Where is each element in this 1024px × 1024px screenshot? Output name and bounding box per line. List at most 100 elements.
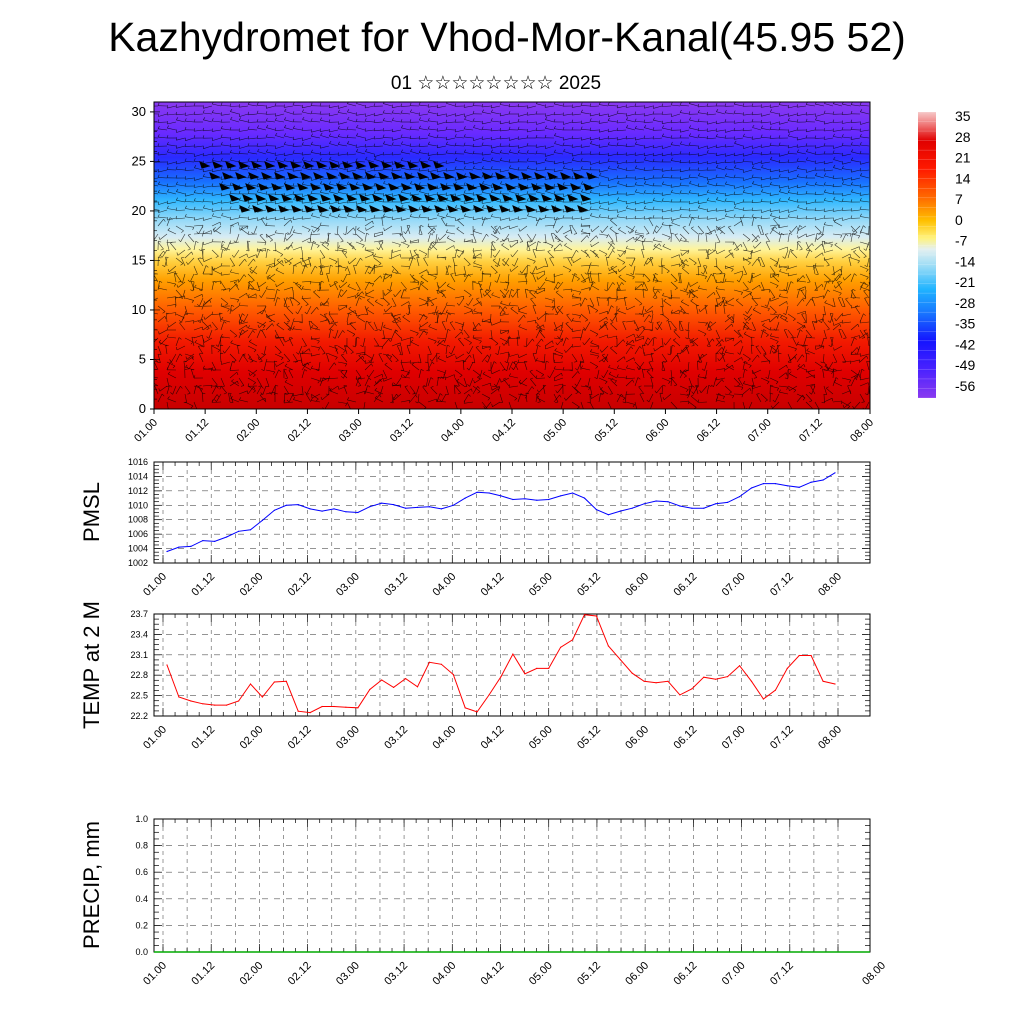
wind-barb [850, 297, 861, 299]
wind-barb [482, 111, 492, 115]
wind-barb-flag [805, 135, 808, 139]
wind-barb-flag [366, 307, 369, 310]
wind-barb [648, 217, 654, 227]
wind-barb [608, 113, 618, 117]
wind-barb [347, 321, 357, 326]
wind-barb-flag [733, 205, 737, 209]
wind-barb [788, 199, 798, 203]
wind-barb [752, 145, 762, 149]
wind-barb [631, 257, 636, 267]
wind-barb [275, 135, 285, 139]
wind-barb-flag [184, 112, 186, 116]
wind-barb [428, 169, 438, 173]
wind-barb-flag [166, 111, 168, 116]
wind-barb-flag [166, 174, 169, 178]
wind-barb [203, 145, 213, 149]
wind-barb-flag [612, 250, 615, 253]
wind-barb-flag [220, 181, 224, 185]
wind-barb-flag [833, 196, 836, 200]
wind-barb-flag [661, 133, 664, 137]
wind-barb-flag [222, 248, 226, 251]
wind-barb [685, 281, 690, 291]
wind-barb [778, 145, 789, 147]
wind-barb [212, 169, 222, 172]
wind-barb [248, 327, 258, 331]
wind-barb-flag [580, 109, 583, 113]
wind-barb-flag [777, 314, 780, 318]
wind-barb [418, 297, 428, 302]
wind-barb-flag [329, 283, 331, 287]
wind-barb-flag [859, 168, 861, 172]
wind-barb-flag [863, 256, 867, 258]
wind-barb [805, 241, 810, 251]
wind-barb [203, 185, 213, 188]
wind-barb-flag [778, 264, 780, 268]
wind-barb-flag [302, 116, 305, 120]
wind-barb-flag [508, 120, 510, 124]
wind-barb [626, 207, 636, 211]
wind-barb-flag [472, 327, 475, 331]
wind-barb [697, 329, 707, 335]
wind-barb-flag [490, 118, 493, 122]
wind-barb-flag [489, 347, 492, 351]
wind-barb [603, 321, 609, 331]
wind-barb [275, 232, 285, 235]
wind-barb [598, 153, 609, 155]
wind-barb-flag [607, 135, 609, 139]
wind-barb [229, 169, 240, 171]
wind-barb [266, 127, 276, 131]
wind-barb-flag [643, 190, 646, 194]
wind-barb [526, 320, 536, 323]
wind-barb [157, 177, 168, 179]
wind-barb [626, 305, 636, 311]
wind-barb [607, 335, 617, 339]
wind-barb-flag [692, 296, 696, 299]
wind-barb-flag [364, 118, 367, 122]
wind-barb-flag [770, 156, 773, 160]
wind-barb-flag [193, 128, 195, 132]
wind-barb-flag [751, 336, 755, 339]
wind-barb-flag [598, 160, 600, 164]
wind-barb [608, 153, 618, 157]
wind-barb [394, 331, 402, 339]
wind-barb-flag [787, 189, 790, 193]
wind-barb-flag [797, 240, 801, 243]
wind-barb-flag [428, 324, 431, 327]
wind-barb [301, 337, 307, 346]
wind-barb [590, 137, 600, 141]
wind-barb [662, 295, 672, 299]
wind-barb [626, 161, 636, 164]
wind-barb [836, 273, 843, 282]
wind-barb [598, 249, 608, 255]
wind-barb-flag [175, 312, 177, 316]
wind-barb [274, 297, 278, 307]
wind-barb [248, 137, 258, 140]
wind-barb-flag [373, 215, 376, 219]
wind-barb [727, 315, 735, 323]
wind-barb [797, 145, 807, 148]
wind-barb [752, 249, 762, 254]
wind-barb [859, 265, 869, 270]
wind-barb [536, 121, 546, 125]
wind-barb-flag [754, 304, 758, 307]
wind-barb [554, 200, 564, 203]
wind-barb [284, 168, 294, 171]
wind-barb [198, 225, 204, 234]
wind-barb-flag [400, 189, 403, 193]
wind-barb [644, 145, 654, 149]
wind-barb [373, 257, 382, 264]
wind-barb [850, 121, 861, 123]
wind-barb-flag [841, 102, 844, 105]
wind-barb [256, 321, 266, 326]
wind-barb [383, 216, 393, 219]
wind-barb [212, 137, 222, 141]
wind-barb-flag [412, 257, 416, 260]
wind-barb [617, 121, 627, 124]
wind-barb-flag [577, 278, 580, 281]
wind-barb-flag [679, 119, 682, 123]
wind-barb [725, 153, 735, 157]
wind-barb [679, 320, 681, 331]
wind-barb-flag [826, 328, 830, 331]
wind-barb [832, 233, 842, 236]
wind-barb [400, 137, 411, 139]
